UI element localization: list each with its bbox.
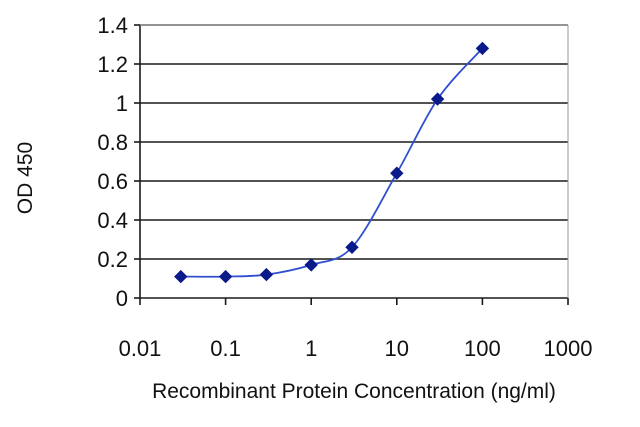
x-tick-label-3: 10 bbox=[385, 336, 409, 361]
data-point-2 bbox=[259, 267, 274, 282]
y-tick-label-2: 0.4 bbox=[97, 208, 128, 233]
x-axis-title: Recombinant Protein Concentration (ng/ml… bbox=[152, 380, 556, 403]
data-series bbox=[174, 41, 490, 284]
x-tick-label-2: 1 bbox=[305, 336, 317, 361]
y-tick-label-0: 0 bbox=[116, 286, 128, 311]
data-point-4 bbox=[345, 240, 359, 255]
x-tick-label-1: 0.1 bbox=[210, 336, 241, 361]
plot-area bbox=[140, 25, 568, 298]
y-tick-label-1: 0.2 bbox=[97, 247, 128, 272]
x-tick-label-4: 100 bbox=[464, 336, 501, 361]
data-point-3 bbox=[304, 258, 318, 272]
y-tick-label-4: 0.8 bbox=[97, 130, 128, 155]
y-tick-label-3: 0.6 bbox=[97, 169, 128, 194]
data-point-0 bbox=[174, 269, 188, 284]
axes bbox=[139, 24, 569, 299]
y-tick-label-6: 1.2 bbox=[97, 52, 128, 77]
y-tick-label-5: 1 bbox=[116, 91, 128, 116]
x-tick-label-5: 1000 bbox=[544, 336, 593, 361]
y-tick-label-7: 1.4 bbox=[97, 13, 128, 38]
y-axis-ticks: 0 0.2 0.4 0.6 0.8 1 1.2 1.4 bbox=[97, 13, 140, 311]
data-point-5 bbox=[390, 166, 404, 180]
data-point-1 bbox=[218, 269, 233, 284]
data-point-7 bbox=[475, 41, 490, 56]
x-axis-ticks: 0.01 0.1 1 10 100 1000 bbox=[119, 298, 593, 361]
data-point-6 bbox=[430, 92, 445, 106]
y-axis-title: OD 450 bbox=[14, 142, 37, 214]
x-tick-label-0: 0.01 bbox=[119, 336, 162, 361]
